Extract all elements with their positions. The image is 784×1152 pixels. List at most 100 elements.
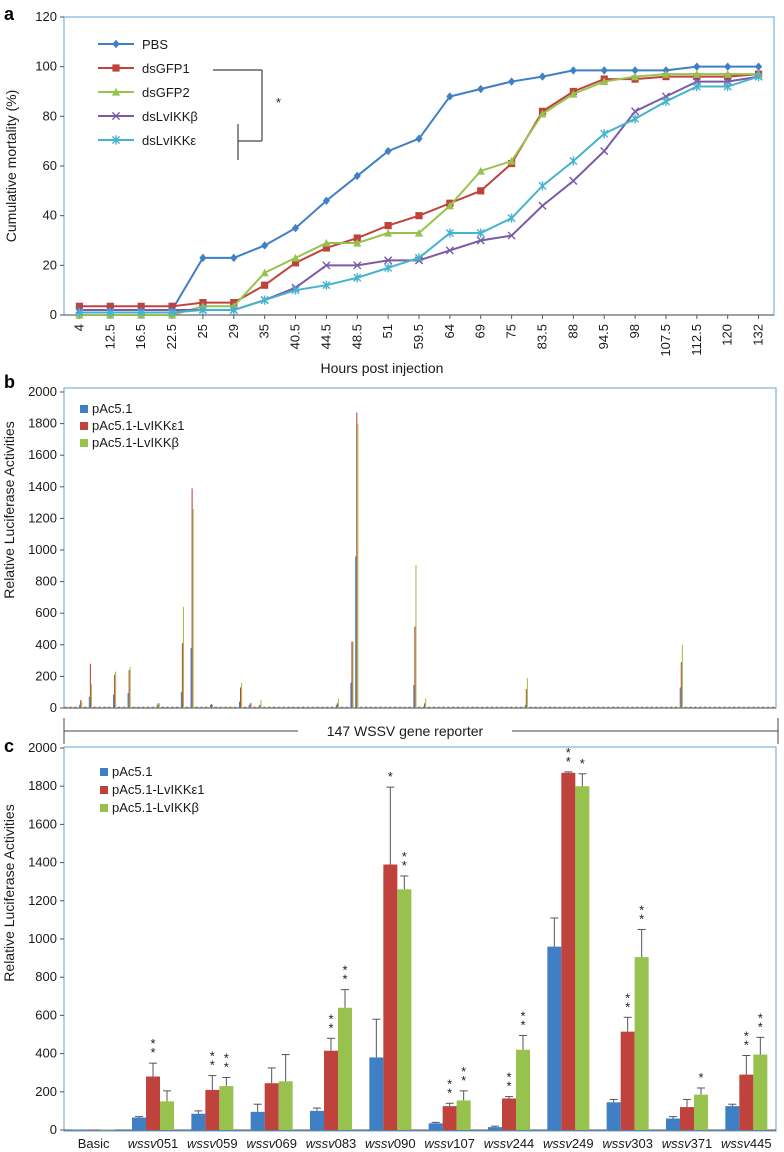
- panel-b-bar-0: [166, 706, 168, 708]
- panel-b-ytick-label: 1200: [28, 510, 57, 525]
- panel-b-bar-0: [679, 687, 681, 708]
- panel-c-significance-star: *: [224, 1059, 229, 1074]
- panel-b-bar-0: [195, 706, 197, 708]
- panel-b-bar-0: [132, 706, 134, 708]
- panel-b-bar-2: [580, 706, 582, 708]
- panel-b-bar-2: [429, 706, 432, 708]
- panel-b-bar-2: [618, 706, 620, 708]
- panel-b-bar-0: [534, 706, 536, 708]
- panel-b-bar-1: [758, 706, 760, 708]
- panel-a-point-3: [630, 107, 640, 116]
- panel-b-bar-0: [398, 706, 400, 708]
- panel-c-bar-2: [634, 957, 649, 1130]
- panel-b-bar-2: [521, 706, 524, 708]
- panel-b-bar-1: [123, 706, 125, 708]
- panel-b-bar-2: [250, 703, 252, 708]
- panel-b-bar-0: [340, 706, 342, 708]
- panel-b-bar-2: [255, 706, 257, 708]
- panel-b-bar-0: [757, 706, 759, 708]
- panel-b-bar-0: [171, 706, 173, 708]
- panel-a-point-3: [384, 256, 393, 265]
- panel-c-bar-2: [575, 786, 590, 1130]
- panel-c-significance-star: *: [150, 1045, 155, 1060]
- panel-b-bar-0: [321, 706, 323, 708]
- panel-b-bar-1: [603, 706, 605, 708]
- panel-a-ytick-label: 80: [43, 108, 57, 123]
- panel-c-ytick-label: 2000: [28, 740, 57, 755]
- panel-b-bar-2: [129, 666, 131, 708]
- panel-b-bar-0: [122, 706, 124, 708]
- panel-b-bar-2: [594, 706, 596, 708]
- panel-b-bar-1: [254, 706, 256, 708]
- panel-a-point-2: [445, 201, 454, 210]
- panel-a-xlabel: Hours post injection: [321, 360, 444, 376]
- panel-b-bar-1: [99, 706, 101, 708]
- panel-c-ytick-label: 800: [35, 969, 57, 984]
- panel-c-significance-star: *: [566, 754, 571, 769]
- panel-b-bar-2: [381, 706, 383, 708]
- panel-c-significance-star: *: [402, 858, 407, 873]
- panel-b-bar-1: [157, 703, 159, 708]
- panel-a-point-4: [569, 156, 578, 166]
- panel-b-bar-1: [627, 706, 629, 708]
- panel-a-significance-bracket: *: [213, 69, 281, 160]
- panel-b-bar-2: [221, 706, 223, 708]
- panel-a-point-0: [693, 62, 701, 71]
- panel-a-point-1: [415, 212, 423, 220]
- panel-a-xtick-label: 51: [380, 324, 395, 338]
- panel-a-point-0: [600, 66, 608, 75]
- panel-b-bar-0: [510, 706, 512, 708]
- panel-a-point-4: [600, 129, 609, 139]
- panel-b-bar-2: [638, 706, 640, 708]
- panel-b-bar-1: [380, 706, 382, 708]
- panel-b-bar-2: [400, 706, 402, 708]
- panel-b-bar-0: [515, 706, 517, 708]
- panel-b-bar-1: [264, 706, 266, 708]
- panel-a-point-0: [322, 196, 330, 205]
- panel-b-bar-2: [478, 706, 480, 708]
- panel-b-bar-2: [676, 706, 679, 708]
- panel-b-bar-1: [511, 706, 513, 708]
- panel-b-bar-2: [265, 706, 267, 708]
- panel-b-bar-0: [79, 704, 81, 708]
- panel-b-bar-0: [374, 706, 376, 708]
- panel-b-bar-1: [612, 706, 615, 708]
- panel-c-significance-star: *: [506, 1070, 511, 1085]
- panel-c-legend-swatch: [100, 768, 108, 776]
- panel-b-bar-1: [583, 706, 585, 708]
- panel-b-bar-2: [274, 706, 277, 708]
- panel-b-bar-0: [703, 706, 705, 708]
- panel-c-significance-star: *: [328, 1011, 333, 1026]
- panel-b-bar-0: [747, 706, 749, 708]
- panel-b-bar-1: [574, 706, 576, 708]
- panel-b-bar-0: [553, 706, 555, 708]
- panel-c-bar-0: [547, 946, 562, 1130]
- panel-b-bar-0: [539, 706, 541, 708]
- panel-a-xtick-label: 48.5: [349, 324, 364, 349]
- panel-b-bar-1: [351, 641, 353, 708]
- panel-a-point-4: [75, 307, 84, 318]
- panel-c-bar-0: [72, 1129, 87, 1131]
- panel-b-bar-0: [103, 706, 105, 708]
- panel-b-bar-1: [307, 706, 309, 708]
- panel-b-bar-1: [685, 706, 687, 708]
- panel-b-bar-1: [293, 706, 295, 708]
- panel-b-bar-0: [558, 706, 560, 708]
- panel-a-xtick-label: 132: [751, 324, 766, 346]
- panel-b-bar-0: [389, 706, 391, 708]
- panel-b-bar-0: [466, 706, 468, 708]
- panel-a-point-3: [476, 236, 485, 245]
- panel-b-ytick-label: 0: [50, 700, 57, 715]
- panel-b-bar-1: [177, 706, 179, 708]
- panel-b-bar-0: [495, 706, 497, 708]
- panel-b-bar-1: [671, 706, 673, 708]
- panel-b-bar-1: [438, 706, 440, 708]
- panel-b-bar-0: [268, 706, 270, 708]
- panel-b-bar-0: [108, 706, 110, 708]
- panel-b-bar-2: [391, 706, 393, 708]
- panel-c-xtick-label: wssv059: [187, 1136, 238, 1151]
- panel-b-bar-0: [452, 706, 454, 708]
- panel-b-bar-1: [162, 706, 164, 708]
- panel-b-bar-2: [178, 706, 180, 708]
- panel-b-bar-1: [118, 706, 120, 708]
